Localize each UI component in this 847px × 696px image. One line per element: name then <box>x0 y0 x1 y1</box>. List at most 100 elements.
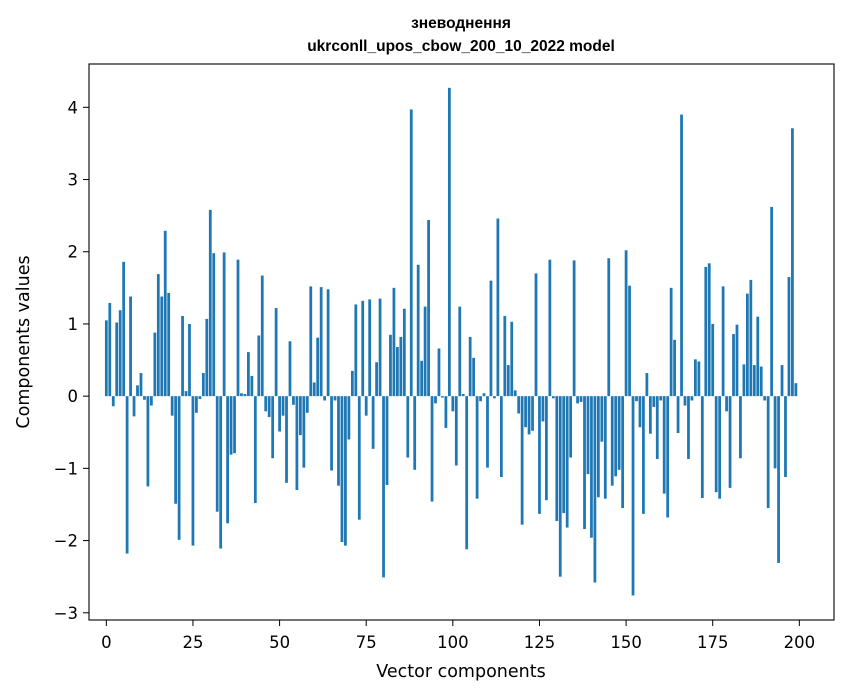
bar-61 <box>316 337 320 397</box>
bar-88 <box>409 109 413 397</box>
bar-148 <box>617 396 621 470</box>
bar-138 <box>583 396 586 530</box>
bar-99 <box>447 87 451 397</box>
x-tick-label: 100 <box>437 633 469 652</box>
bar-154 <box>638 396 642 428</box>
bar-180 <box>728 396 732 488</box>
bar-108 <box>479 396 482 402</box>
bar-182 <box>735 324 739 397</box>
bar-174 <box>707 263 711 397</box>
x-tick-label: 0 <box>101 633 112 652</box>
x-tick-label: 200 <box>784 633 816 652</box>
bar-6 <box>125 396 129 554</box>
bar-8 <box>132 396 136 417</box>
bar-83 <box>392 287 396 397</box>
bar-106 <box>472 357 476 397</box>
bar-166 <box>680 114 683 397</box>
bar-32 <box>215 396 219 512</box>
bar-156 <box>645 373 649 397</box>
bar-49 <box>274 308 278 397</box>
bar-145 <box>607 258 611 397</box>
bar-186 <box>749 279 753 397</box>
bar-78 <box>375 362 378 397</box>
bar-74 <box>361 300 365 397</box>
bar-172 <box>700 396 704 498</box>
bar-2 <box>111 396 115 407</box>
bar-129 <box>551 396 555 399</box>
bar-85 <box>399 336 403 397</box>
bar-103 <box>461 393 465 397</box>
bar-80 <box>382 396 385 578</box>
bar-173 <box>704 266 708 397</box>
bar-112 <box>493 396 496 399</box>
bars-group <box>104 87 798 596</box>
bar-60 <box>312 382 316 397</box>
bar-21 <box>177 396 181 540</box>
bar-46 <box>264 396 268 412</box>
bar-152 <box>631 396 635 596</box>
bar-140 <box>590 396 593 538</box>
bar-155 <box>642 396 645 514</box>
bar-192 <box>770 206 774 397</box>
bar-43 <box>253 396 257 504</box>
bar-196 <box>784 396 787 478</box>
x-tick-label: 125 <box>524 633 556 652</box>
bar-96 <box>437 348 441 397</box>
bar-164 <box>673 339 676 397</box>
bar-23 <box>184 391 188 397</box>
bar-13 <box>149 396 153 406</box>
bar-123 <box>531 396 534 431</box>
bar-52 <box>285 396 288 483</box>
bar-51 <box>281 396 285 416</box>
bar-131 <box>558 396 562 577</box>
bar-159 <box>655 396 659 459</box>
bar-130 <box>555 396 559 522</box>
bar-135 <box>572 260 576 397</box>
bar-101 <box>454 396 458 466</box>
bar-50 <box>278 396 281 432</box>
bar-198 <box>791 128 794 397</box>
bar-98 <box>444 396 448 428</box>
bar-76 <box>368 299 372 397</box>
bar-40 <box>243 393 247 397</box>
bar-184 <box>742 364 746 397</box>
bar-9 <box>136 385 139 397</box>
bar-117 <box>510 321 514 397</box>
bar-62 <box>319 287 323 397</box>
bar-14 <box>153 332 157 397</box>
y-axis-ticks: −3 −2 −1 0 1 2 3 4 <box>54 98 89 623</box>
bar-177 <box>718 396 722 499</box>
x-tick-label: 50 <box>269 633 290 652</box>
bar-169 <box>690 396 694 401</box>
bar-41 <box>247 352 250 397</box>
bar-12 <box>146 396 150 487</box>
bar-16 <box>160 296 164 397</box>
bar-72 <box>354 304 358 397</box>
bar-119 <box>517 396 521 414</box>
bar-87 <box>406 396 410 458</box>
bar-42 <box>250 375 254 397</box>
bar-57 <box>302 396 306 468</box>
y-tick-label: 4 <box>68 98 79 117</box>
bar-178 <box>721 286 725 397</box>
x-tick-label: 150 <box>610 633 642 652</box>
y-tick-label: 0 <box>68 387 79 406</box>
bar-171 <box>697 361 701 397</box>
plot-frame <box>88 63 835 621</box>
y-axis-label: Components values <box>14 255 34 428</box>
bar-125 <box>538 396 541 514</box>
bar-71 <box>350 370 354 397</box>
bar-170 <box>694 359 697 397</box>
bar-116 <box>506 365 510 397</box>
bar-4 <box>118 310 122 397</box>
bar-93 <box>427 219 430 397</box>
bar-30 <box>208 209 212 397</box>
bar-143 <box>600 396 604 442</box>
bar-149 <box>621 396 625 509</box>
chart-subtitle: ukrconll_upos_cbow_200_10_2022 model <box>307 38 615 55</box>
y-tick-label: −2 <box>54 532 78 551</box>
x-tick-label: 25 <box>182 633 203 652</box>
bar-69 <box>344 396 347 546</box>
bar-105 <box>468 336 472 397</box>
bar-27 <box>198 396 202 400</box>
